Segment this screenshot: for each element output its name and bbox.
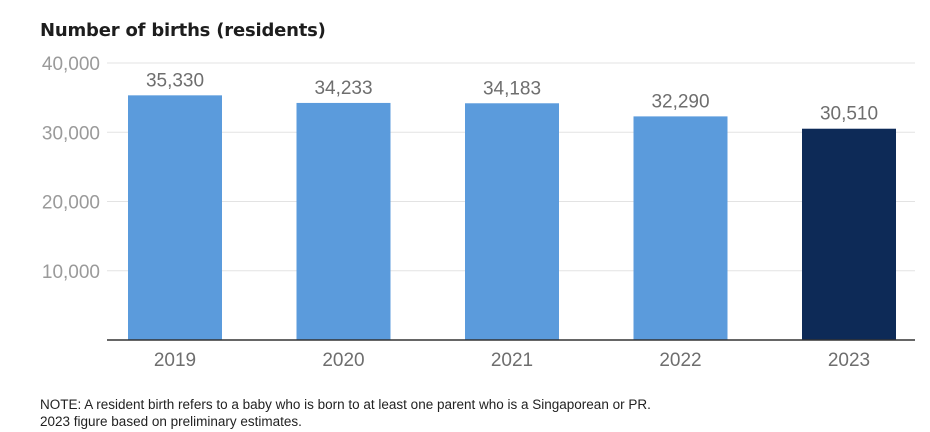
data-label: 34,183 <box>483 78 541 99</box>
y-tick-label: 40,000 <box>42 54 100 75</box>
x-tick-label: 2023 <box>828 350 870 371</box>
bar <box>296 102 391 340</box>
y-tick-label: 30,000 <box>42 123 100 144</box>
y-tick-label: 20,000 <box>42 193 100 214</box>
data-label: 32,290 <box>651 91 709 112</box>
bar <box>633 116 728 340</box>
bar <box>128 95 222 340</box>
x-tick-label: 2022 <box>659 350 701 371</box>
data-label: 35,330 <box>146 70 204 91</box>
bar <box>465 103 559 341</box>
x-tick-label: 2021 <box>491 350 533 371</box>
x-tick-label: 2020 <box>322 350 364 371</box>
chart-note: NOTE: A resident birth refers to a baby … <box>40 396 651 430</box>
bar <box>802 128 896 340</box>
data-label: 34,233 <box>314 78 372 99</box>
note-line-1: NOTE: A resident birth refers to a baby … <box>40 397 651 412</box>
y-tick-label: 10,000 <box>42 262 100 283</box>
note-line-2: 2023 figure based on preliminary estimat… <box>40 414 302 429</box>
x-tick-label: 2019 <box>154 350 196 371</box>
data-label: 30,510 <box>820 104 878 125</box>
chart-title: Number of births (residents) <box>40 20 326 41</box>
